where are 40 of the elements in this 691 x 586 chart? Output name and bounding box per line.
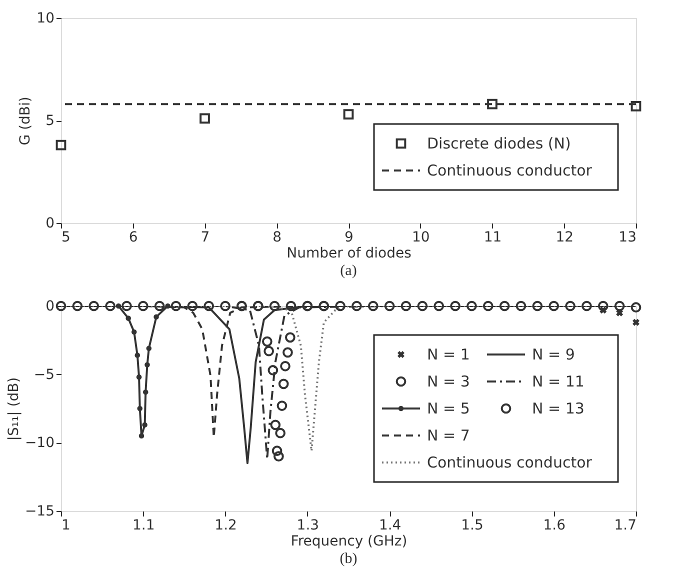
x-tick-label: 1.6 bbox=[543, 518, 566, 534]
x-tick-label: 11 bbox=[484, 230, 502, 246]
legend-label: N = 9 bbox=[532, 346, 575, 364]
legend-label: Discrete diodes (N) bbox=[427, 134, 571, 152]
text: (b) bbox=[340, 551, 358, 567]
y-tick-label: 5 bbox=[46, 113, 54, 129]
x-tick-label: 1.2 bbox=[214, 518, 237, 534]
y-axis-title: G (dBi) bbox=[18, 96, 34, 146]
x-tick-label: 5 bbox=[62, 230, 70, 246]
x-tick-label: 1.5 bbox=[461, 518, 484, 534]
legend-label: N = 11 bbox=[532, 372, 584, 390]
x-tick-label: 1.1 bbox=[132, 518, 155, 534]
legend-label: Continuous conductor bbox=[427, 162, 593, 180]
x-tick-label: 10 bbox=[412, 230, 430, 246]
legend-label: N = 1 bbox=[427, 346, 470, 364]
y-tick-label: 0 bbox=[46, 298, 54, 314]
x-tick-label: 1 bbox=[62, 518, 70, 534]
y-tick-label: −15 bbox=[24, 504, 54, 520]
text: (a) bbox=[340, 263, 357, 279]
y-tick-label: −5 bbox=[34, 366, 54, 383]
y-tick-label: −10 bbox=[24, 435, 54, 452]
legend-label: N = 3 bbox=[427, 372, 470, 390]
x-axis-title: Number of diodes bbox=[286, 246, 412, 262]
y-axis-title: |S₁₁| (dB) bbox=[6, 377, 22, 441]
y-tick-label: 10 bbox=[36, 10, 54, 26]
x-tick-label: 6 bbox=[128, 230, 138, 246]
x-tick-label: 1.3 bbox=[296, 518, 320, 534]
y-tick-label: 0 bbox=[46, 216, 54, 232]
legend-label: N = 7 bbox=[427, 426, 470, 444]
x-tick-label: 13 bbox=[618, 230, 636, 246]
x-tick-label: 1.4 bbox=[378, 518, 402, 534]
x-axis-title: Frequency (GHz) bbox=[290, 534, 408, 550]
x-tick-label: 7 bbox=[200, 230, 210, 246]
legend-label: Continuous conductor bbox=[427, 454, 593, 472]
x-tick-label: 12 bbox=[556, 230, 574, 246]
legend-label: N = 13 bbox=[532, 400, 584, 418]
x-tick-label: 9 bbox=[344, 230, 354, 246]
x-tick-label: 1.7 bbox=[614, 518, 636, 534]
legend-label: N = 5 bbox=[427, 400, 470, 418]
x-tick-label: 8 bbox=[272, 230, 282, 246]
